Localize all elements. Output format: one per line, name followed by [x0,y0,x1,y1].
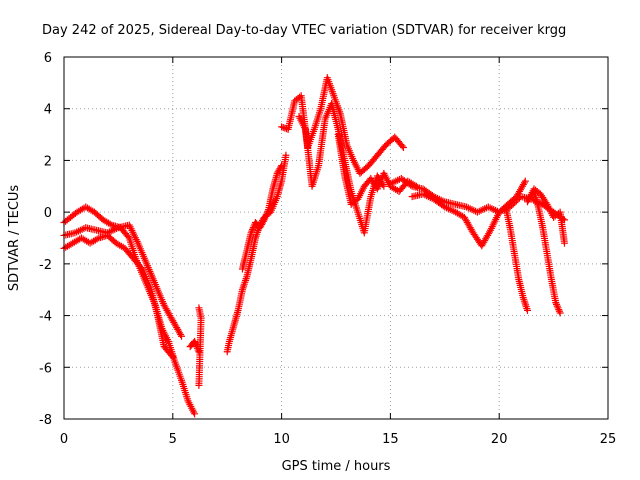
series-track-9 [295,100,388,237]
data-point [248,227,256,235]
data-point [555,306,563,314]
data-point [259,217,267,225]
data-point [380,182,388,190]
data-point [398,142,406,150]
y-tick-label: -8 [39,413,52,428]
x-tick-label: 0 [60,432,68,447]
series-track-7 [238,162,286,273]
series-track-6 [223,151,290,356]
data-point [178,332,186,340]
grid-lines [64,57,608,419]
data-point [264,207,272,215]
data-point [542,199,550,207]
series-track-5 [195,304,205,389]
y-tick-label: 2 [44,154,52,169]
data-point [249,225,257,233]
data-point [247,229,255,237]
data-point [249,224,257,232]
y-tick-label: 4 [44,103,52,118]
data-point [278,162,286,170]
data-point [560,239,568,247]
x-tick-label: 5 [169,432,177,447]
data-point [521,177,529,185]
data-point [554,304,562,312]
data-point [399,144,407,151]
data-point [261,214,269,222]
data-point [263,209,271,217]
data-point [260,216,268,224]
series-track-13 [502,203,531,314]
y-tick-label: -4 [39,310,52,325]
y-tick-label: 0 [44,206,52,221]
plot-frame [63,56,609,420]
data-point [192,341,200,349]
x-axis-label: GPS time / hours [282,459,391,474]
chart-title: Day 242 of 2025, Sidereal Day-to-day VTE… [42,23,566,38]
data-point [282,151,290,159]
y-tick-label: -2 [39,258,52,273]
data-point [262,211,270,219]
data-point [169,353,177,361]
data-point [278,123,286,131]
data-point [553,302,561,310]
data-point [195,381,203,389]
series-track-15 [523,185,568,247]
data-point [486,228,494,236]
x-tick-label: 25 [600,432,617,447]
y-tick-label: -6 [39,361,52,376]
y-tick-label: 6 [44,51,52,66]
data-point [520,179,528,187]
data-point [168,351,176,359]
x-tick-label: 15 [382,432,399,447]
data-point [277,163,285,171]
data-point [407,181,415,189]
series-track-2 [60,231,177,361]
series-track-14 [530,187,564,317]
data-point [556,309,564,317]
axis-ticks [63,56,609,420]
y-axis-label: SDTVAR / TECUs [7,185,22,292]
series-track-11 [386,175,568,224]
series-track-12 [408,177,529,250]
data-point [124,233,132,241]
data-point [262,212,270,220]
x-tick-label: 20 [491,432,508,447]
data-point [191,410,199,418]
data-point [177,331,185,339]
x-tick-label: 10 [273,432,290,447]
data-point [523,306,531,314]
data-point [553,300,561,308]
data-point [552,299,560,307]
series-track-3 [60,221,186,340]
data-point [195,348,203,356]
data-markers [60,74,568,418]
data-point [191,339,199,347]
data-point [555,307,563,315]
data-point [281,124,289,132]
